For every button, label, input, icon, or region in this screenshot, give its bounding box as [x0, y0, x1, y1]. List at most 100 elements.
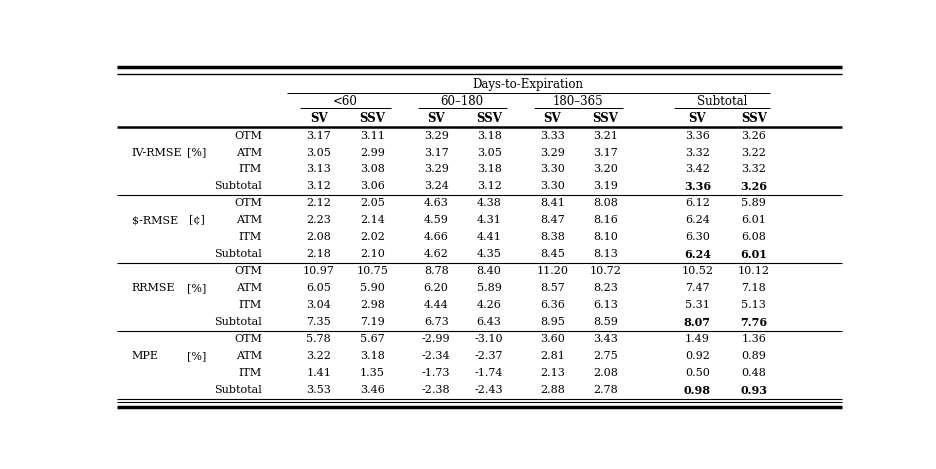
Text: 0.93: 0.93	[740, 385, 768, 396]
Text: 3.46: 3.46	[360, 385, 385, 395]
Text: 8.41: 8.41	[540, 198, 564, 208]
Text: -2.37: -2.37	[475, 351, 504, 361]
Text: 2.98: 2.98	[360, 300, 385, 310]
Text: 8.07: 8.07	[684, 317, 710, 328]
Text: 3.32: 3.32	[741, 165, 767, 174]
Text: 3.04: 3.04	[306, 300, 331, 310]
Text: 3.17: 3.17	[592, 148, 618, 158]
Text: 8.38: 8.38	[540, 232, 564, 242]
Text: 10.52: 10.52	[681, 266, 713, 276]
Text: 3.32: 3.32	[685, 148, 709, 158]
Text: 2.05: 2.05	[360, 198, 385, 208]
Text: 3.29: 3.29	[424, 130, 448, 141]
Text: 2.12: 2.12	[306, 198, 331, 208]
Text: 3.29: 3.29	[424, 165, 448, 174]
Text: 3.06: 3.06	[360, 182, 385, 191]
Text: 2.88: 2.88	[540, 385, 564, 395]
Text: OTM: OTM	[234, 334, 262, 344]
Text: 6.01: 6.01	[741, 215, 767, 226]
Text: SSV: SSV	[476, 112, 502, 125]
Text: Subtotal: Subtotal	[214, 385, 262, 395]
Text: 4.35: 4.35	[476, 250, 502, 259]
Text: 8.23: 8.23	[592, 283, 618, 293]
Text: 5.78: 5.78	[306, 334, 331, 344]
Text: 6.24: 6.24	[684, 249, 710, 260]
Text: SV: SV	[310, 112, 328, 125]
Text: 7.76: 7.76	[740, 317, 768, 328]
Text: 8.08: 8.08	[592, 198, 618, 208]
Text: SV: SV	[428, 112, 445, 125]
Text: 3.20: 3.20	[592, 165, 618, 174]
Text: OTM: OTM	[234, 266, 262, 276]
Text: 8.78: 8.78	[424, 266, 448, 276]
Text: [%]: [%]	[187, 148, 207, 158]
Text: $-RMSE: $-RMSE	[131, 215, 178, 226]
Text: ITM: ITM	[239, 300, 262, 310]
Text: 6.20: 6.20	[424, 283, 448, 293]
Text: 3.13: 3.13	[306, 165, 331, 174]
Text: SV: SV	[544, 112, 561, 125]
Text: 8.45: 8.45	[540, 250, 564, 259]
Text: 3.36: 3.36	[685, 130, 709, 141]
Text: [%]: [%]	[187, 283, 207, 293]
Text: 3.05: 3.05	[306, 148, 331, 158]
Text: 1.36: 1.36	[741, 334, 767, 344]
Text: 3.18: 3.18	[360, 351, 385, 361]
Text: 4.62: 4.62	[424, 250, 448, 259]
Text: 3.12: 3.12	[306, 182, 331, 191]
Text: 2.23: 2.23	[306, 215, 331, 226]
Text: 7.35: 7.35	[306, 317, 331, 327]
Text: 2.75: 2.75	[592, 351, 618, 361]
Text: 8.10: 8.10	[592, 232, 618, 242]
Text: 6.73: 6.73	[424, 317, 448, 327]
Text: 3.42: 3.42	[685, 165, 709, 174]
Text: -2.34: -2.34	[422, 351, 450, 361]
Text: 4.26: 4.26	[476, 300, 502, 310]
Text: 3.24: 3.24	[424, 182, 448, 191]
Text: 4.66: 4.66	[424, 232, 448, 242]
Text: 3.17: 3.17	[306, 130, 331, 141]
Text: 3.21: 3.21	[592, 130, 618, 141]
Text: 6.01: 6.01	[740, 249, 768, 260]
Text: 1.41: 1.41	[306, 368, 331, 378]
Text: 4.44: 4.44	[424, 300, 448, 310]
Text: -1.74: -1.74	[475, 368, 504, 378]
Text: 3.33: 3.33	[540, 130, 564, 141]
Text: 3.26: 3.26	[740, 181, 768, 192]
Text: 7.47: 7.47	[685, 283, 709, 293]
Text: Subtotal: Subtotal	[214, 182, 262, 191]
Text: ITM: ITM	[239, 165, 262, 174]
Text: 8.16: 8.16	[592, 215, 618, 226]
Text: 7.19: 7.19	[360, 317, 385, 327]
Text: Subtotal: Subtotal	[214, 250, 262, 259]
Text: 0.89: 0.89	[741, 351, 767, 361]
Text: 10.75: 10.75	[357, 266, 388, 276]
Text: -2.38: -2.38	[422, 385, 450, 395]
Text: 5.31: 5.31	[685, 300, 709, 310]
Text: 2.08: 2.08	[592, 368, 618, 378]
Text: 3.05: 3.05	[476, 148, 502, 158]
Text: RRMSE: RRMSE	[131, 283, 175, 293]
Text: 3.53: 3.53	[306, 385, 331, 395]
Text: 5.89: 5.89	[476, 283, 502, 293]
Text: 0.50: 0.50	[685, 368, 709, 378]
Text: 8.40: 8.40	[476, 266, 502, 276]
Text: 0.92: 0.92	[685, 351, 709, 361]
Text: 2.10: 2.10	[360, 250, 385, 259]
Text: ATM: ATM	[236, 283, 262, 293]
Text: 5.90: 5.90	[360, 283, 385, 293]
Text: 6.24: 6.24	[685, 215, 709, 226]
Text: 8.47: 8.47	[540, 215, 564, 226]
Text: 2.13: 2.13	[540, 368, 564, 378]
Text: Days-to-Expiration: Days-to-Expiration	[473, 78, 584, 91]
Text: 3.08: 3.08	[360, 165, 385, 174]
Text: 3.30: 3.30	[540, 165, 564, 174]
Text: 6.30: 6.30	[685, 232, 709, 242]
Text: 4.38: 4.38	[476, 198, 502, 208]
Text: 3.26: 3.26	[741, 130, 767, 141]
Text: ATM: ATM	[236, 148, 262, 158]
Text: OTM: OTM	[234, 198, 262, 208]
Text: 2.81: 2.81	[540, 351, 564, 361]
Text: 3.22: 3.22	[741, 148, 767, 158]
Text: 8.59: 8.59	[592, 317, 618, 327]
